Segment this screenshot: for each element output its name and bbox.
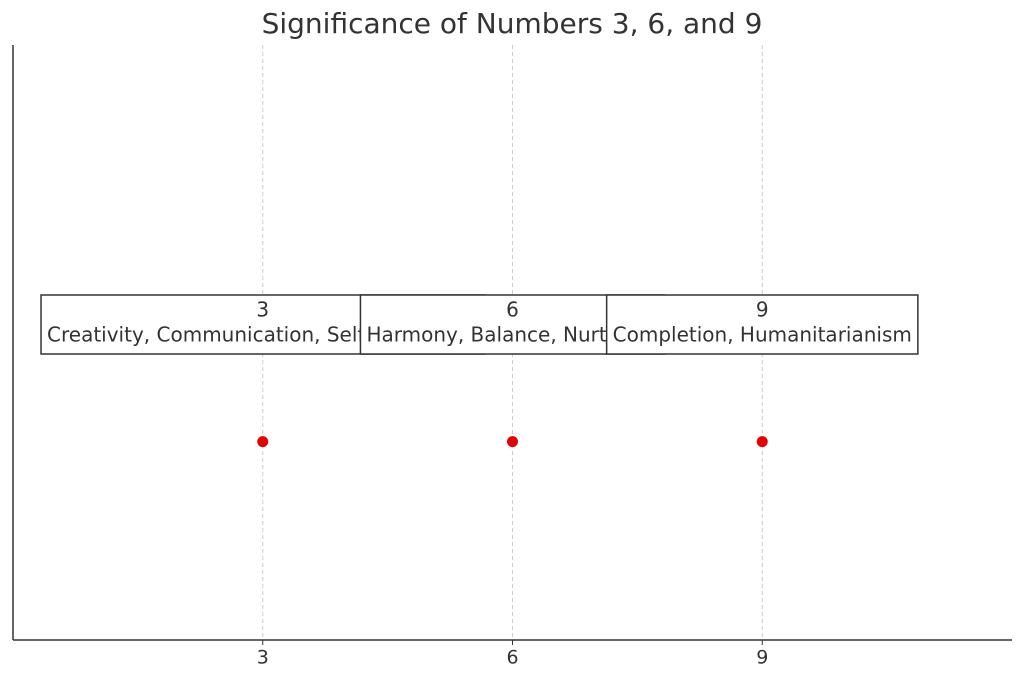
annotation-title: 3: [256, 298, 269, 322]
x-tick-label: 3: [257, 647, 269, 669]
annotation-title: 9: [756, 298, 769, 322]
annotation-box: [605, 294, 919, 355]
annotation-title: 6: [506, 298, 519, 322]
chart-title: Significance of Numbers 3, 6, and 9: [262, 7, 763, 40]
point: [507, 436, 518, 448]
point: [756, 436, 768, 448]
annotation-text: Completion, Humanitarianism: [613, 323, 912, 347]
x-tick-label: 6: [506, 647, 518, 669]
point: [257, 436, 269, 448]
x-tick-label: 9: [756, 647, 768, 669]
